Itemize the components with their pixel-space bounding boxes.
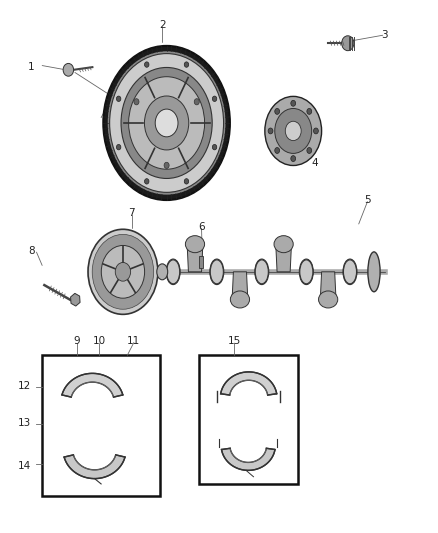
Circle shape [121, 68, 212, 179]
Circle shape [115, 262, 131, 281]
Polygon shape [222, 448, 275, 470]
Text: 6: 6 [198, 222, 205, 232]
Circle shape [342, 36, 354, 51]
Ellipse shape [166, 260, 180, 284]
Text: 5: 5 [364, 195, 371, 205]
Circle shape [63, 63, 74, 76]
Ellipse shape [210, 260, 223, 284]
Circle shape [275, 108, 279, 115]
Circle shape [291, 156, 296, 161]
Text: 7: 7 [128, 208, 135, 219]
Polygon shape [232, 272, 248, 300]
Circle shape [275, 148, 279, 154]
Circle shape [307, 108, 312, 115]
Polygon shape [187, 244, 203, 272]
Text: 4: 4 [312, 158, 318, 168]
Text: 14: 14 [18, 461, 32, 471]
Ellipse shape [157, 264, 168, 280]
Circle shape [117, 144, 121, 150]
Polygon shape [71, 293, 80, 306]
Polygon shape [320, 272, 336, 300]
Bar [199, 256, 203, 268]
Ellipse shape [166, 259, 180, 285]
Text: 11: 11 [127, 336, 141, 346]
Circle shape [88, 229, 158, 314]
Circle shape [194, 99, 199, 105]
Circle shape [285, 122, 301, 141]
Circle shape [92, 235, 154, 309]
Circle shape [101, 246, 145, 298]
Ellipse shape [185, 236, 205, 253]
Circle shape [265, 96, 321, 165]
Ellipse shape [343, 259, 357, 285]
Text: 13: 13 [18, 418, 32, 429]
Text: 3: 3 [381, 30, 388, 41]
Ellipse shape [255, 260, 268, 284]
Bar [199, 356, 297, 484]
Circle shape [103, 46, 230, 200]
Ellipse shape [274, 236, 293, 253]
Circle shape [129, 77, 205, 169]
Polygon shape [62, 374, 123, 397]
Ellipse shape [230, 291, 250, 308]
Circle shape [108, 51, 226, 195]
Circle shape [110, 54, 223, 192]
Text: 1: 1 [28, 62, 35, 72]
Polygon shape [276, 244, 291, 272]
Text: 15: 15 [228, 336, 241, 346]
Text: 8: 8 [28, 246, 35, 255]
Circle shape [134, 99, 139, 105]
Circle shape [145, 96, 189, 150]
Circle shape [145, 179, 149, 184]
Ellipse shape [368, 252, 380, 292]
Text: 10: 10 [92, 336, 106, 346]
Circle shape [307, 148, 312, 154]
Circle shape [117, 96, 121, 101]
Polygon shape [64, 455, 125, 479]
Text: 9: 9 [74, 336, 81, 346]
Polygon shape [221, 372, 277, 395]
Circle shape [145, 62, 149, 67]
Circle shape [275, 109, 312, 154]
Circle shape [268, 128, 273, 134]
Circle shape [314, 128, 318, 134]
Circle shape [155, 109, 178, 137]
Circle shape [212, 144, 217, 150]
Text: 12: 12 [18, 381, 32, 391]
Circle shape [164, 162, 169, 168]
Text: 2: 2 [159, 20, 166, 30]
Ellipse shape [210, 259, 224, 285]
Ellipse shape [299, 259, 313, 285]
Circle shape [291, 100, 296, 106]
Ellipse shape [300, 260, 313, 284]
Circle shape [184, 179, 189, 184]
Ellipse shape [255, 259, 269, 285]
Circle shape [212, 96, 217, 101]
Circle shape [184, 62, 189, 67]
Ellipse shape [343, 260, 357, 284]
Bar [42, 356, 160, 496]
Ellipse shape [318, 291, 338, 308]
